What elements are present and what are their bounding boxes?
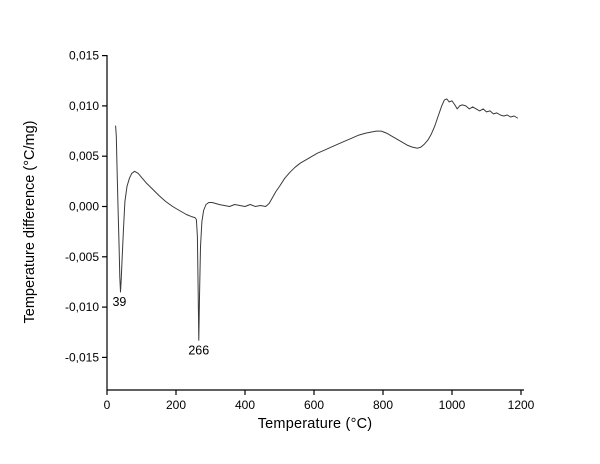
y-tick-label: 0,015 xyxy=(69,49,99,63)
x-tick-label: 1200 xyxy=(508,398,535,412)
y-tick-label: -0,005 xyxy=(65,250,99,264)
y-tick-label: -0,015 xyxy=(65,350,99,364)
y-axis-label-text: Temperature difference (°C/mg) xyxy=(22,120,38,324)
x-axis-label: Temperature (°C) xyxy=(257,416,373,432)
x-tick-label: 600 xyxy=(304,398,324,412)
y-tick-label: -0,010 xyxy=(65,300,99,314)
y-tick-label: 0,005 xyxy=(69,149,99,163)
peak-annotation-39: 39 xyxy=(112,295,126,309)
x-tick-label: 0 xyxy=(104,398,111,412)
dta-curve xyxy=(115,98,518,341)
x-tick-label: 400 xyxy=(235,398,255,412)
x-tick-label: 200 xyxy=(166,398,186,412)
x-tick-label: 1000 xyxy=(439,398,466,412)
y-tick-label: 0,010 xyxy=(69,99,99,113)
y-tick-label: 0,000 xyxy=(69,200,99,214)
peak-annotation-266: 266 xyxy=(188,343,209,357)
x-tick-label: 800 xyxy=(373,398,393,412)
